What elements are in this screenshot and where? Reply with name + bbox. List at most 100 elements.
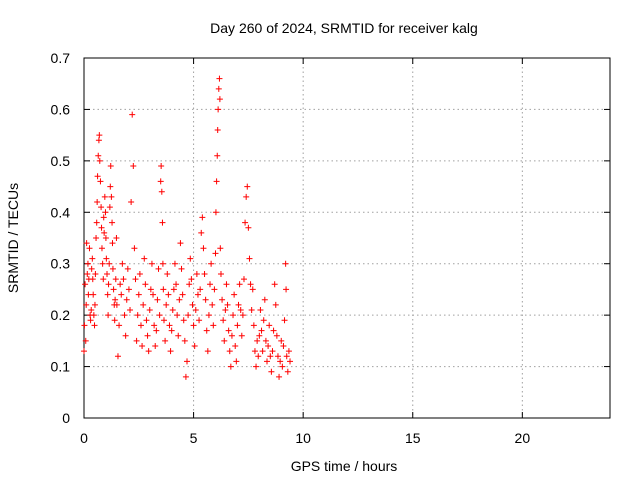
data-point	[175, 332, 182, 339]
data-point	[194, 291, 201, 298]
data-point	[179, 291, 186, 298]
data-point	[242, 219, 249, 226]
data-point	[270, 327, 277, 334]
data-point	[132, 276, 139, 283]
data-point	[243, 193, 250, 200]
data-point	[226, 348, 233, 355]
data-point	[196, 317, 203, 324]
data-point	[244, 183, 251, 190]
data-point	[83, 301, 90, 308]
data-point	[153, 327, 160, 334]
data-points	[81, 75, 294, 380]
data-point	[152, 343, 159, 349]
data-point	[266, 322, 273, 329]
data-point	[116, 322, 123, 329]
data-point	[105, 281, 112, 288]
data-point	[105, 312, 112, 319]
data-point	[217, 245, 224, 252]
data-point	[209, 301, 216, 308]
data-point	[190, 322, 197, 329]
data-point	[276, 373, 283, 380]
data-point	[256, 332, 263, 339]
data-point	[215, 106, 222, 113]
data-point	[94, 199, 101, 205]
data-point	[165, 291, 172, 298]
data-point	[234, 322, 241, 329]
data-point	[88, 265, 95, 272]
data-point	[104, 291, 111, 298]
data-point	[160, 317, 167, 324]
data-point	[261, 296, 268, 303]
data-point	[162, 337, 169, 344]
data-point	[174, 312, 181, 319]
data-point	[177, 240, 184, 247]
data-point	[216, 96, 223, 103]
data-point	[278, 337, 285, 344]
data-point	[90, 312, 97, 319]
data-point	[251, 348, 258, 355]
data-point	[186, 281, 193, 288]
data-point	[107, 163, 114, 169]
data-point	[239, 312, 246, 319]
data-point	[111, 317, 118, 324]
data-point	[271, 281, 278, 288]
data-point	[287, 358, 294, 365]
y-axis: 0 0.1 0.2 0.3 0.4 0.5 0.6 0.7	[51, 50, 610, 426]
x-tick-label: 10	[295, 430, 311, 446]
data-point	[157, 178, 164, 185]
data-point	[188, 276, 195, 283]
data-point	[254, 337, 261, 344]
data-point	[259, 348, 266, 355]
data-point	[232, 343, 239, 349]
data-point	[219, 296, 226, 303]
data-point	[135, 291, 142, 298]
data-point	[272, 301, 279, 308]
data-point	[130, 163, 137, 169]
data-point	[213, 178, 220, 185]
data-point	[122, 332, 129, 339]
data-point	[216, 75, 223, 82]
data-point	[212, 250, 219, 257]
data-point	[144, 332, 151, 339]
data-point	[253, 363, 260, 370]
data-point	[205, 312, 212, 319]
data-point	[133, 337, 140, 344]
data-point	[202, 296, 209, 303]
y-tick-label: 0.1	[51, 359, 71, 375]
data-point	[184, 358, 191, 365]
data-point	[93, 235, 100, 241]
data-point	[191, 343, 198, 349]
chart-title: Day 260 of 2024, SRMTID for receiver kal…	[210, 20, 478, 36]
data-point	[164, 271, 171, 277]
data-point	[208, 260, 215, 267]
grid-lines	[84, 58, 610, 418]
data-point	[100, 214, 107, 221]
data-point	[107, 183, 114, 190]
data-point	[143, 317, 150, 324]
data-point	[141, 255, 148, 262]
data-point	[166, 322, 173, 329]
data-point	[81, 348, 87, 355]
data-point	[124, 265, 131, 272]
data-point	[268, 368, 275, 375]
data-point	[84, 271, 91, 277]
data-point	[265, 343, 272, 349]
data-point	[227, 363, 234, 370]
data-point	[160, 286, 167, 293]
plot-frame	[83, 57, 611, 419]
data-point	[200, 245, 207, 252]
data-point	[104, 271, 111, 277]
data-point	[159, 260, 166, 267]
data-point	[235, 301, 242, 308]
data-point	[102, 235, 109, 241]
data-point	[221, 337, 228, 344]
data-point	[113, 301, 120, 308]
data-point	[169, 307, 176, 313]
data-point	[112, 276, 119, 283]
data-point	[96, 157, 103, 164]
y-tick-label: 0.2	[51, 307, 71, 323]
data-point	[91, 301, 98, 308]
data-point	[207, 281, 214, 288]
data-point	[159, 219, 166, 226]
